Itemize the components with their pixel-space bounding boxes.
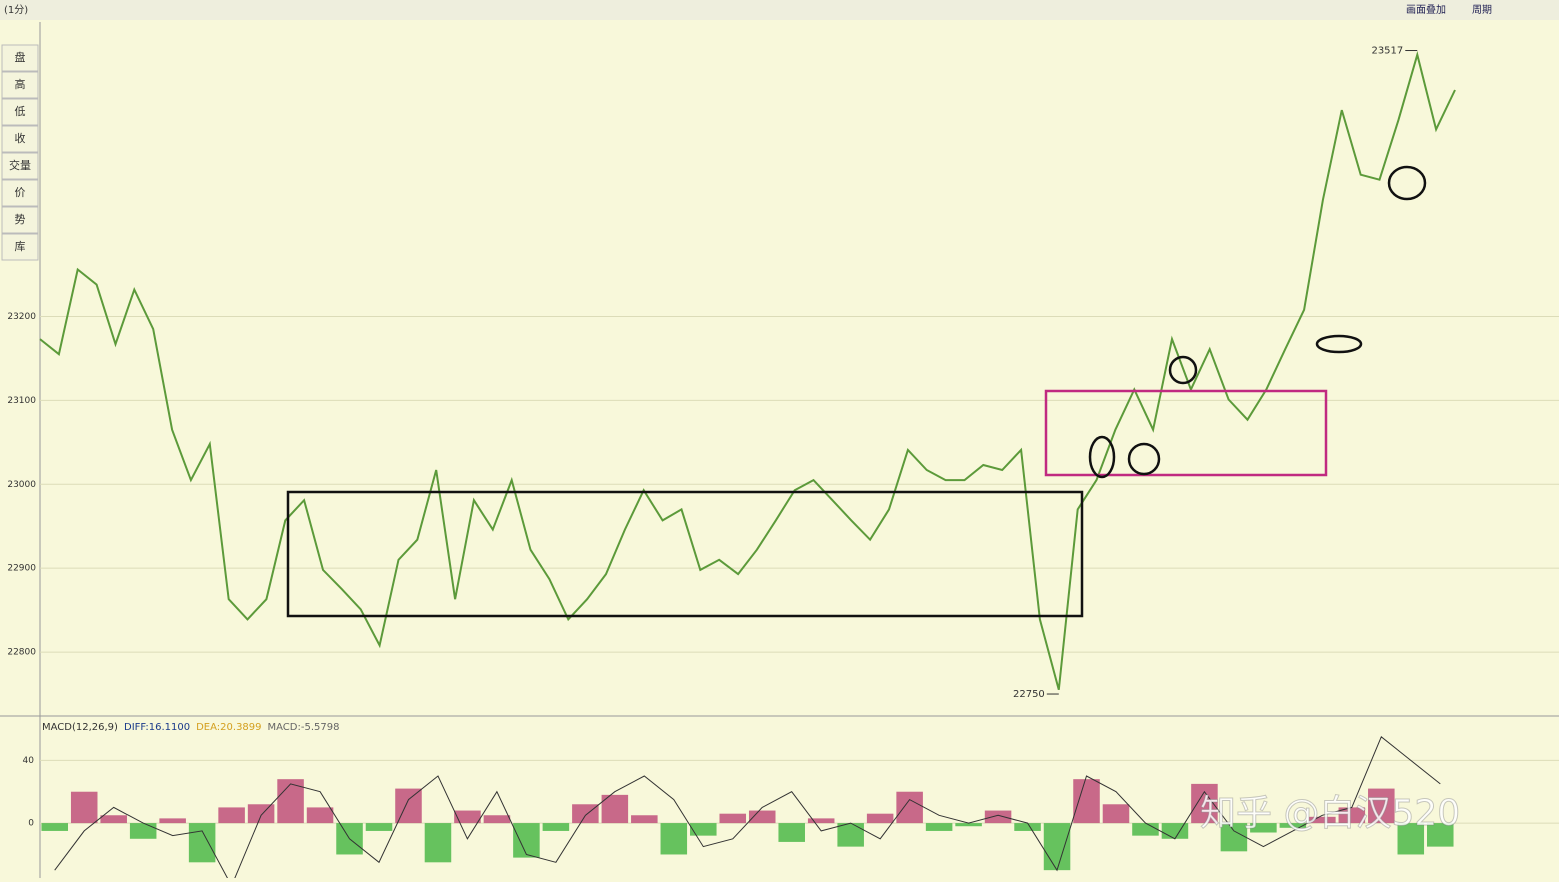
macd-bar — [1309, 816, 1336, 824]
macd-bar — [277, 779, 304, 824]
toolbar-button[interactable] — [1, 233, 39, 261]
macd-bar — [424, 823, 452, 863]
macd-bar — [601, 794, 629, 824]
macd-bar — [100, 815, 127, 824]
macd-bar — [1338, 807, 1366, 824]
macd-bar — [542, 823, 570, 831]
toolbar-label: 高 — [15, 77, 26, 91]
macd-bar — [306, 807, 334, 824]
macd-bar — [1426, 823, 1454, 847]
window-title: (1分) — [4, 4, 28, 16]
overlay-button[interactable]: 画面叠加 — [1406, 4, 1446, 16]
macd-bar — [247, 804, 275, 824]
y-tick-label: 22900 — [7, 564, 36, 574]
macd-bar — [1102, 804, 1130, 824]
toolbar-button[interactable] — [1, 71, 39, 99]
circle-mark — [1315, 334, 1363, 354]
macd-bar — [748, 810, 776, 824]
macd-bar — [778, 823, 805, 842]
macd-bar — [866, 813, 894, 824]
range-box — [286, 490, 1084, 618]
macd-bar — [70, 791, 98, 824]
macd-bar — [218, 807, 245, 824]
macd-bar — [925, 823, 953, 831]
macd-bar — [1132, 823, 1159, 836]
toolbar-button[interactable] — [1, 44, 39, 72]
indicator-label: DEA:20.3899 — [196, 722, 261, 733]
toolbar-label: 交量 — [9, 158, 31, 172]
macd-bar — [129, 823, 157, 839]
toolbar-label: 价 — [15, 186, 26, 199]
macd-bar — [159, 818, 186, 824]
title-bar — [0, 0, 1559, 20]
toolbar-label: 低 — [15, 105, 26, 118]
macd-bar — [483, 815, 511, 824]
macd-bar — [984, 810, 1012, 824]
circle-mark — [1088, 435, 1116, 479]
toolbar-button[interactable] — [1, 152, 39, 180]
y-tick-label: 0 — [28, 819, 34, 829]
toolbar-label: 收 — [15, 131, 26, 145]
watermark: 知乎 @白汉520 — [1200, 793, 1460, 834]
macd-bar — [837, 823, 864, 847]
circle-mark — [1127, 442, 1161, 476]
macd-bar — [807, 818, 835, 824]
macd-bar — [1250, 823, 1277, 833]
annotation-label: 22750 — [1013, 689, 1045, 700]
y-tick-label: 23100 — [7, 396, 36, 406]
toolbar-button[interactable] — [1, 125, 39, 153]
y-tick-label: 23200 — [7, 312, 36, 322]
macd-bar — [365, 823, 393, 831]
macd-bar — [572, 804, 599, 824]
macd-bar — [41, 823, 69, 831]
macd-bar — [955, 823, 982, 827]
macd-bar — [513, 823, 540, 858]
toolbar-label: 势 — [15, 213, 26, 226]
macd-bar — [1043, 823, 1071, 871]
macd-bar — [1014, 823, 1041, 831]
circle-mark — [1387, 165, 1427, 201]
toolbar-label: 盘 — [15, 50, 26, 64]
indicator-label: DIFF:16.1100 — [124, 722, 190, 733]
toolbar-button[interactable] — [1, 206, 39, 234]
macd-bar — [631, 815, 658, 824]
macd-bar — [896, 791, 923, 824]
macd-bar — [719, 813, 747, 824]
macd-bar — [1161, 823, 1189, 839]
macd-bar — [1279, 823, 1307, 828]
period-button[interactable]: 周期 — [1472, 4, 1492, 16]
macd-bar — [454, 810, 481, 824]
y-tick-label: 22800 — [7, 648, 36, 658]
macd-bar — [660, 823, 688, 855]
annotation-label: 23517 — [1371, 46, 1403, 57]
macd-bar — [395, 788, 422, 824]
circle-mark — [1168, 355, 1198, 385]
macd-title: MACD(12,26,9) — [42, 722, 118, 733]
macd-bar — [1073, 779, 1100, 824]
macd-bar — [1368, 788, 1395, 824]
price-line — [39, 50, 1456, 691]
toolbar-button[interactable] — [1, 98, 39, 126]
toolbar-label: 库 — [15, 240, 26, 253]
macd-bar — [1397, 823, 1425, 855]
y-tick-label: 40 — [23, 756, 35, 766]
macd-bar — [1220, 823, 1248, 852]
macd-bar — [188, 823, 216, 863]
macd-bar — [690, 823, 717, 836]
indicator-label: MACD:-5.5798 — [268, 722, 340, 733]
toolbar-button[interactable] — [1, 179, 39, 207]
y-tick-label: 23000 — [7, 480, 36, 490]
range-box — [1044, 389, 1328, 477]
diff-line — [54, 735, 1441, 882]
